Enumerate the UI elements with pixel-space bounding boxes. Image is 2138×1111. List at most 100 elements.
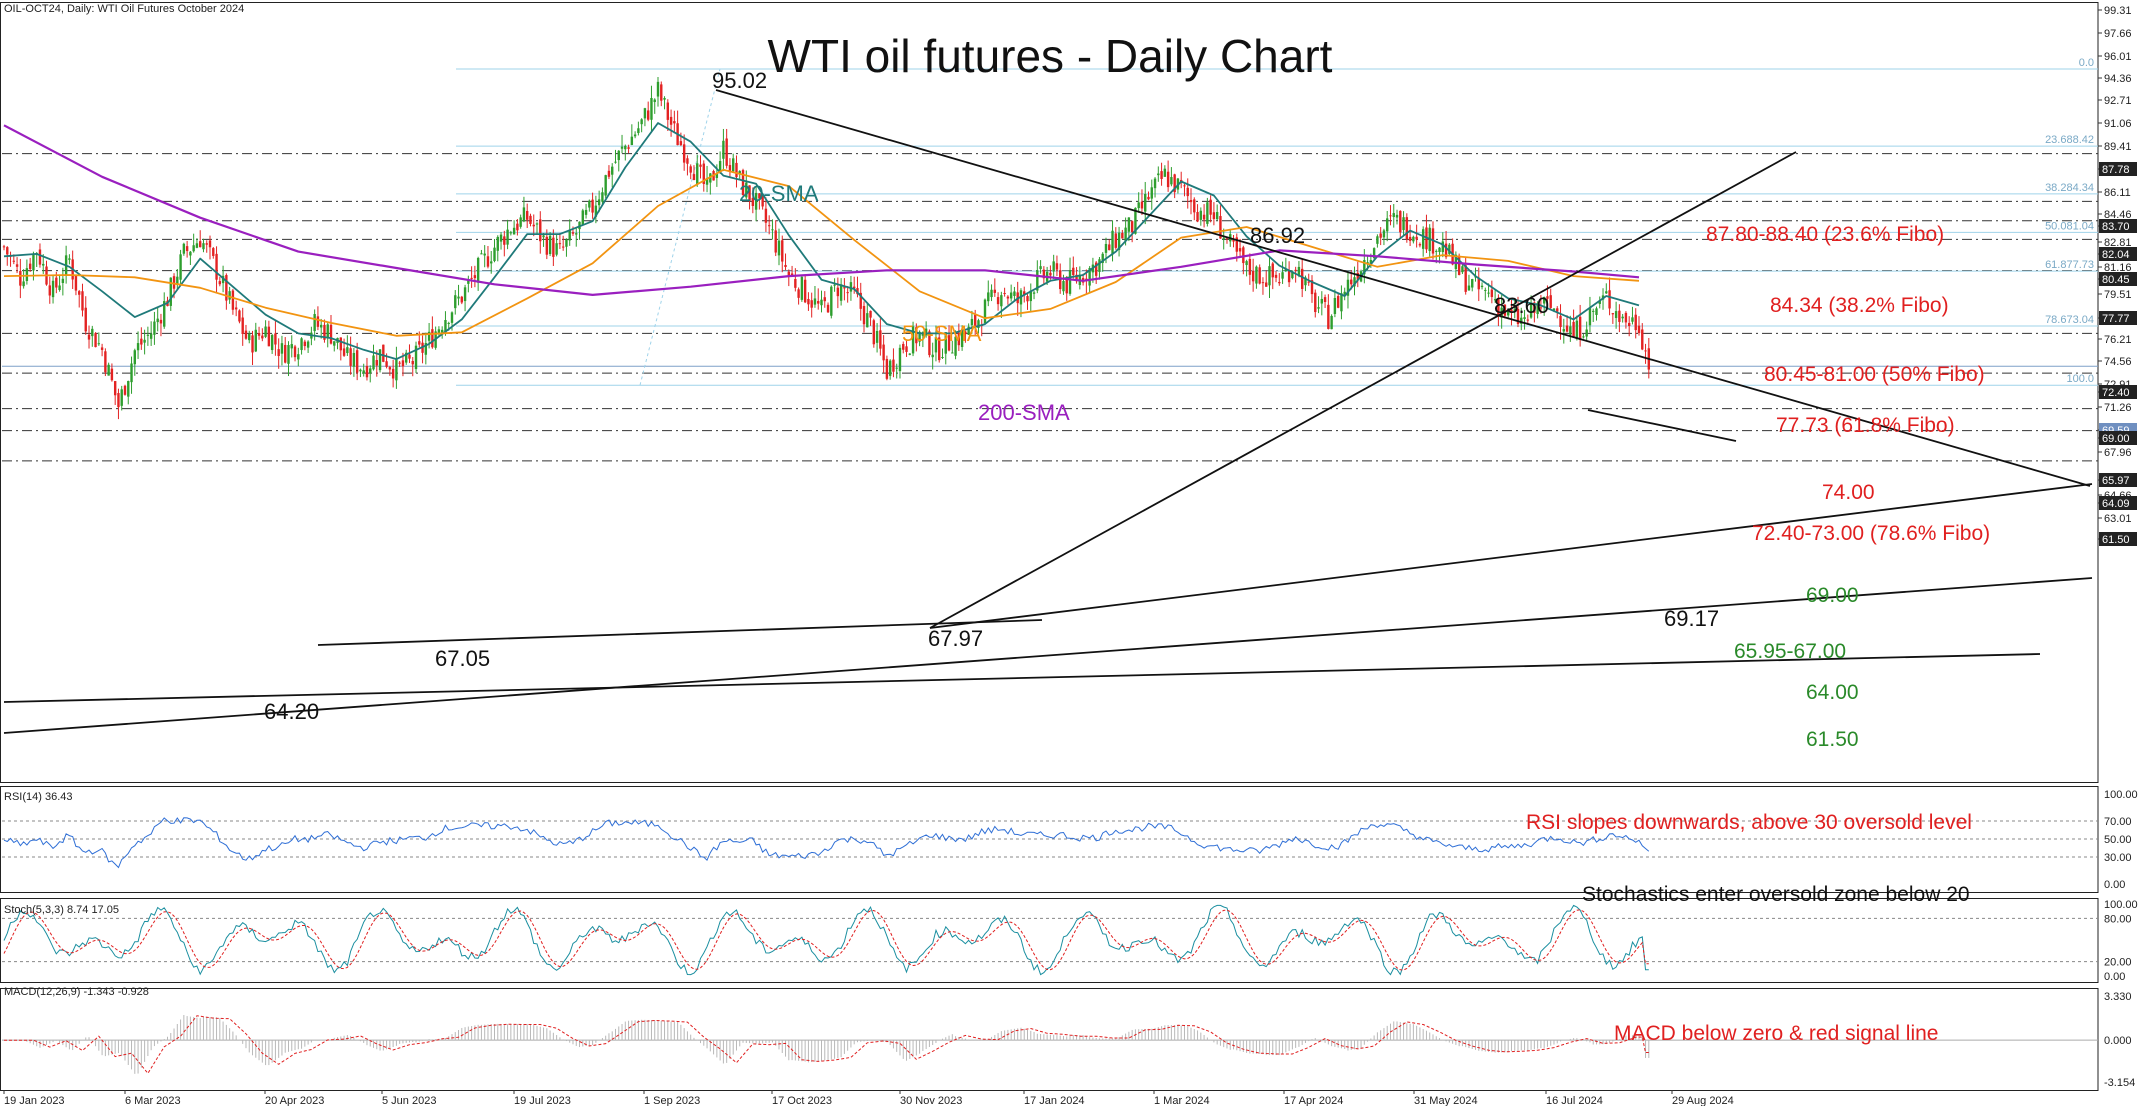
candle-body <box>1546 296 1549 299</box>
label-low-64-20: 64.20 <box>264 699 319 724</box>
candle-body <box>1009 292 1013 299</box>
macd-tick-label: -3.154 <box>2104 1077 2135 1089</box>
candle-body <box>1372 248 1376 259</box>
candle-body <box>902 343 905 350</box>
candle-body <box>1029 290 1032 302</box>
candle-body <box>977 320 980 328</box>
candle-body <box>110 368 114 381</box>
candle-body <box>1314 292 1317 313</box>
candle-body <box>1242 247 1245 264</box>
candle-body <box>163 301 166 327</box>
candle-body <box>565 239 568 247</box>
candle-body <box>964 331 967 335</box>
candle-body <box>506 229 509 245</box>
price-tick-label: 69.00 <box>2102 433 2130 445</box>
price-tick-label: 81.16 <box>2104 262 2132 274</box>
candle-body <box>879 330 882 349</box>
candle-body <box>1487 292 1490 294</box>
candle-body <box>231 290 235 310</box>
candle-body <box>1140 201 1144 209</box>
candle-body <box>575 233 578 235</box>
price-tag-bg <box>2099 311 2137 325</box>
candle-body <box>1320 298 1324 304</box>
candle-body <box>1094 262 1098 276</box>
candle-body <box>228 291 231 300</box>
price-tick-label: 87.78 <box>2102 164 2130 176</box>
candle-body <box>836 287 840 297</box>
candle-body <box>202 243 205 250</box>
candle-body <box>1438 247 1441 253</box>
candle-body <box>1108 244 1111 251</box>
candle-body <box>601 192 604 202</box>
candle-body <box>267 326 271 347</box>
candle-body <box>1392 213 1395 218</box>
label-low-67-97: 67.97 <box>928 626 983 651</box>
candle-body <box>1598 300 1601 304</box>
candle-body <box>427 331 431 341</box>
candle-body <box>843 287 846 289</box>
candle-body <box>1569 326 1572 335</box>
candle-body <box>764 208 768 223</box>
candle-body <box>673 121 676 124</box>
candle-body <box>1127 217 1131 232</box>
candle-body <box>1052 261 1055 272</box>
candle-body <box>1255 266 1258 284</box>
candle-body <box>1297 266 1301 275</box>
candle-body <box>218 281 222 285</box>
candle-body <box>293 346 297 358</box>
candle-body <box>604 175 607 196</box>
uptrend-channel-line <box>929 151 1797 629</box>
candle-body <box>732 158 735 172</box>
candle-body <box>156 318 159 323</box>
candle-body <box>185 246 189 252</box>
candle-body <box>1595 308 1598 315</box>
candle-body <box>1353 277 1356 287</box>
candle-body <box>1245 261 1248 266</box>
candle-body <box>349 348 352 366</box>
candle-body <box>1529 303 1533 318</box>
candle-body <box>84 307 87 332</box>
candle-body <box>826 304 830 313</box>
candle-body <box>1222 237 1225 239</box>
candle-body <box>555 243 558 255</box>
candle-body <box>467 280 470 284</box>
candle-body <box>820 299 823 306</box>
candle-body <box>542 235 545 238</box>
candle-body <box>244 330 248 339</box>
candle-body <box>1281 272 1284 279</box>
candle-body <box>1121 232 1124 239</box>
candle-body <box>611 166 614 175</box>
candle-body <box>277 349 280 357</box>
candle-body <box>813 298 817 305</box>
candle-body <box>810 300 813 308</box>
price-tag-bg <box>2099 532 2137 546</box>
price-tag-bg <box>2099 431 2137 445</box>
candle-body <box>908 353 911 355</box>
candle-body <box>1552 308 1556 311</box>
price-tick-label: 80.45 <box>2102 274 2130 286</box>
candle-body <box>87 334 91 340</box>
candle-body <box>1238 248 1242 252</box>
candle-body <box>313 314 316 332</box>
candle-body <box>581 210 584 225</box>
candle-body <box>620 146 624 149</box>
fibo-level-label: 50.081.04 <box>2045 220 2094 232</box>
candle-body <box>241 317 244 334</box>
candle-body <box>12 260 16 262</box>
candle-body <box>238 310 241 322</box>
rising-support-line <box>929 483 2093 629</box>
date-tick-label: 17 Apr 2024 <box>1284 1095 1343 1106</box>
price-tag-bg <box>2099 219 2137 233</box>
candle-body <box>2 246 6 248</box>
candle-body <box>522 207 526 222</box>
sma200-line <box>3 124 1640 296</box>
stoch-tick-label: 0.00 <box>2104 971 2125 983</box>
candle-body <box>74 275 78 291</box>
candle-body <box>1627 322 1631 327</box>
candle-body <box>254 329 257 352</box>
label-sma200: 200-SMA <box>978 400 1070 425</box>
price-tick-label: 76.21 <box>2104 334 2132 346</box>
macd-tick-label: 0.000 <box>2104 1035 2132 1047</box>
candle-body <box>1578 316 1582 340</box>
